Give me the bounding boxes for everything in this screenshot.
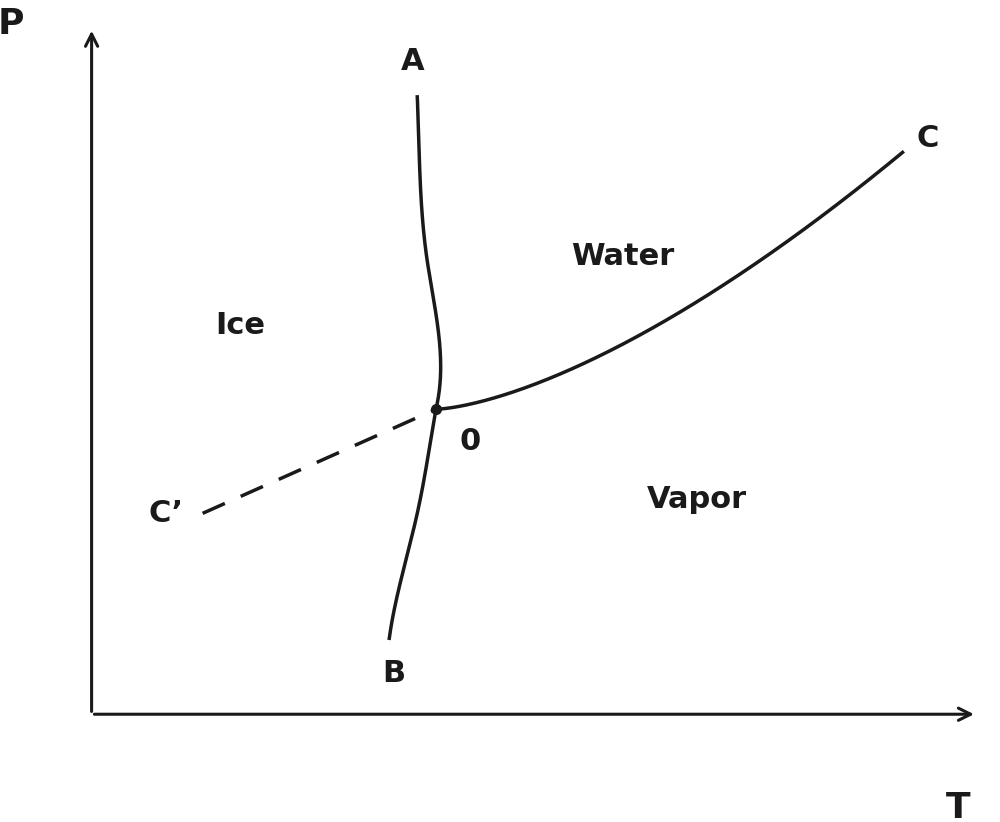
Text: P: P [0, 7, 25, 41]
Text: B: B [382, 659, 406, 688]
Text: Vapor: Vapor [647, 485, 747, 514]
Text: T: T [946, 791, 971, 822]
Text: Water: Water [571, 242, 674, 271]
Text: C’: C’ [149, 499, 184, 528]
Text: 0: 0 [459, 427, 481, 455]
Text: Ice: Ice [215, 312, 265, 340]
Text: C: C [917, 124, 939, 153]
Text: A: A [401, 47, 424, 76]
